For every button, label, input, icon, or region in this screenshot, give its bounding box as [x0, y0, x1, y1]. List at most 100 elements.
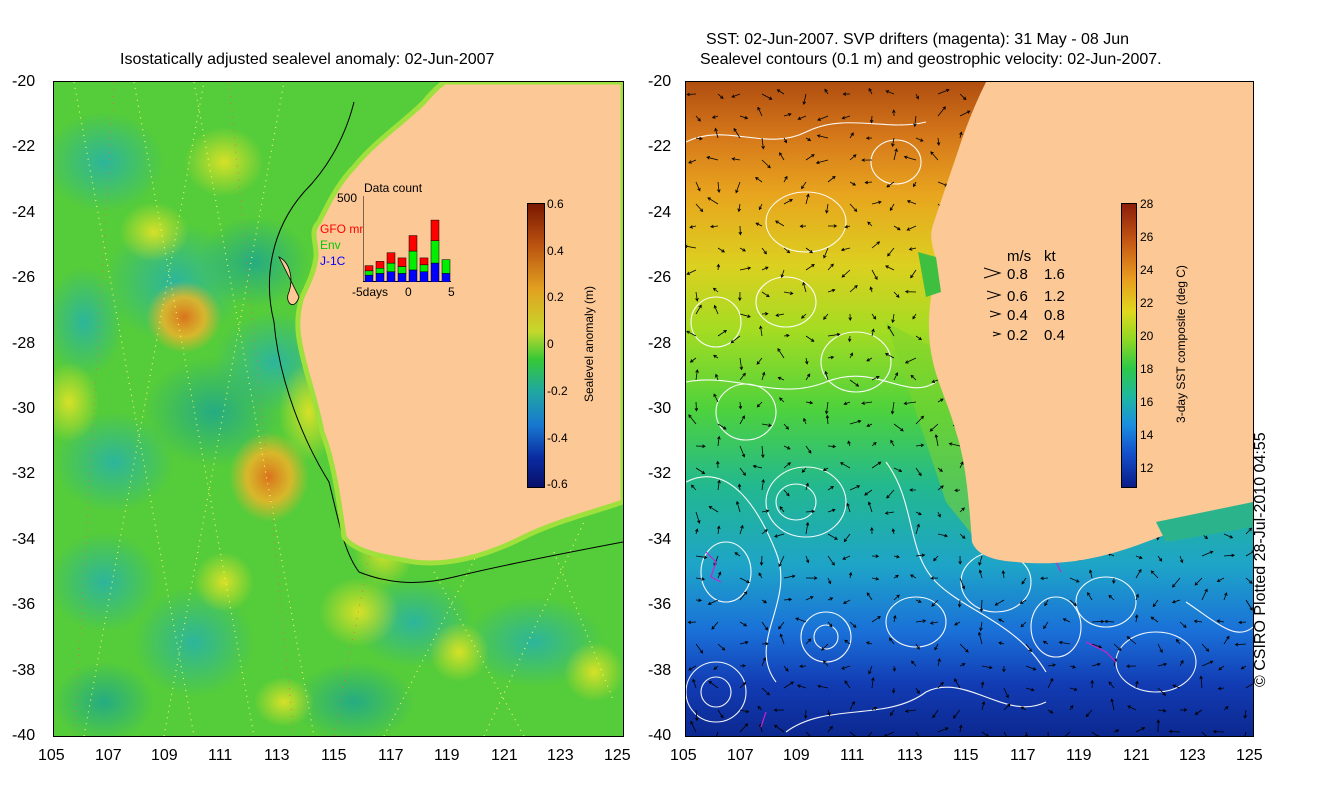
velocity-arrow	[1090, 679, 1094, 689]
velocity-arrow	[867, 731, 873, 736]
left-lon-tick: 115	[321, 747, 347, 764]
velocity-legend-header-ms: m/s	[1007, 248, 1032, 265]
velocity-arrow	[777, 376, 785, 381]
velocity-arrow	[981, 665, 993, 670]
velocity-arrow	[801, 467, 807, 473]
velocity-arrow	[841, 665, 851, 670]
velocity-arrow	[1047, 663, 1057, 667]
velocity-arrow	[1179, 621, 1187, 628]
velocity-arrow	[805, 596, 814, 601]
velocity-arrow	[827, 263, 834, 271]
velocity-arrow	[937, 511, 941, 518]
velocity-arrow	[761, 529, 768, 535]
velocity-arrow	[1108, 681, 1115, 689]
velocity-arrow	[849, 621, 857, 628]
velocity-arrow	[783, 175, 788, 183]
velocity-arrow	[761, 291, 770, 298]
velocity-arrow	[937, 485, 944, 491]
velocity-legend-ms: 0.4	[1007, 307, 1028, 324]
velocity-arrow	[805, 373, 811, 381]
velocity-arrow	[783, 112, 792, 117]
velocity-arrow	[849, 352, 853, 359]
velocity-arrow	[759, 555, 764, 566]
histogram-bar-red	[397, 257, 407, 267]
velocity-arrow	[717, 571, 722, 579]
velocity-arrow	[861, 401, 873, 405]
velocity-arrow	[915, 415, 925, 425]
velocity-arrow	[865, 136, 873, 140]
velocity-arrow	[937, 88, 950, 95]
left-lat-tick: -28	[12, 335, 36, 352]
velocity-arrow	[1223, 592, 1228, 601]
velocity-arrow	[739, 357, 744, 371]
velocity-arrow	[842, 599, 851, 604]
sst-colorbar-tick: 20	[1140, 329, 1154, 343]
velocity-arrow	[695, 709, 699, 722]
velocity-arrow	[708, 506, 719, 513]
velocity-arrow	[783, 665, 789, 672]
velocity-arrow	[783, 137, 787, 144]
velocity-arrow	[904, 709, 917, 713]
velocity-arrow	[1126, 636, 1137, 645]
velocity-arrow	[739, 723, 749, 733]
sst-map[interactable]	[685, 81, 1254, 737]
velocity-arrow	[695, 444, 706, 448]
inset-title: Data count	[364, 181, 423, 195]
right-lon-tick: 115	[953, 747, 979, 764]
right-lat-tick: -20	[648, 73, 672, 90]
velocity-arrow	[868, 87, 873, 95]
velocity-arrow	[783, 291, 794, 295]
velocity-arrow	[847, 335, 852, 343]
sealevel-anomaly-map[interactable]	[53, 81, 624, 737]
velocity-arrow	[805, 509, 816, 514]
velocity-arrow	[843, 401, 851, 406]
velocity-arrow	[861, 158, 873, 162]
velocity-arrow	[739, 524, 744, 535]
velocity-arrow	[884, 731, 895, 736]
velocity-arrow	[783, 597, 793, 602]
velocity-arrow	[716, 731, 719, 736]
velocity-arrow	[805, 335, 815, 342]
velocity-arrow	[1157, 687, 1167, 696]
histogram-bar-green	[430, 240, 440, 264]
left-lat-tick: -24	[12, 204, 36, 221]
velocity-arrow	[959, 110, 971, 117]
inset-legend-gfo: GFO mm	[320, 222, 370, 236]
velocity-legend-kt: 0.8	[1044, 307, 1065, 324]
velocity-arrow	[739, 372, 746, 381]
velocity-arrow	[893, 594, 900, 601]
velocity-arrow	[1043, 621, 1049, 630]
velocity-arrow	[1020, 621, 1027, 628]
velocity-arrow	[1243, 709, 1248, 719]
velocity-arrow	[891, 528, 896, 535]
velocity-arrow	[1025, 665, 1037, 671]
velocity-arrow	[842, 555, 851, 560]
velocity-arrow	[893, 614, 897, 623]
velocity-arrow	[977, 631, 983, 645]
velocity-arrow	[717, 423, 727, 430]
velocity-arrow	[756, 357, 763, 365]
velocity-arrow	[761, 621, 769, 631]
sst-colorbar-tick: 24	[1140, 263, 1154, 277]
velocity-arrow	[849, 419, 862, 425]
velocity-arrow	[952, 709, 961, 719]
right-lat-tick: -22	[648, 138, 672, 155]
velocity-arrow	[887, 325, 895, 337]
velocity-arrow	[1157, 555, 1163, 562]
velocity-arrow	[738, 401, 743, 410]
velocity-arrow	[805, 445, 812, 454]
velocity-arrow	[731, 93, 741, 98]
sst-colorbar-tick: 28	[1140, 197, 1154, 211]
velocity-arrow	[707, 197, 719, 205]
velocity-arrow	[695, 643, 704, 654]
histogram-bar-red	[408, 235, 418, 252]
velocity-arrow	[1172, 577, 1181, 588]
velocity-arrow	[827, 355, 835, 360]
velocity-arrow	[903, 401, 917, 406]
velocity-arrow	[891, 687, 896, 694]
velocity-arrow	[773, 724, 785, 733]
velocity-arrow	[887, 247, 895, 257]
velocity-arrow	[778, 555, 785, 568]
left-lon-tick: 107	[95, 747, 122, 764]
velocity-arrow	[1087, 592, 1093, 601]
